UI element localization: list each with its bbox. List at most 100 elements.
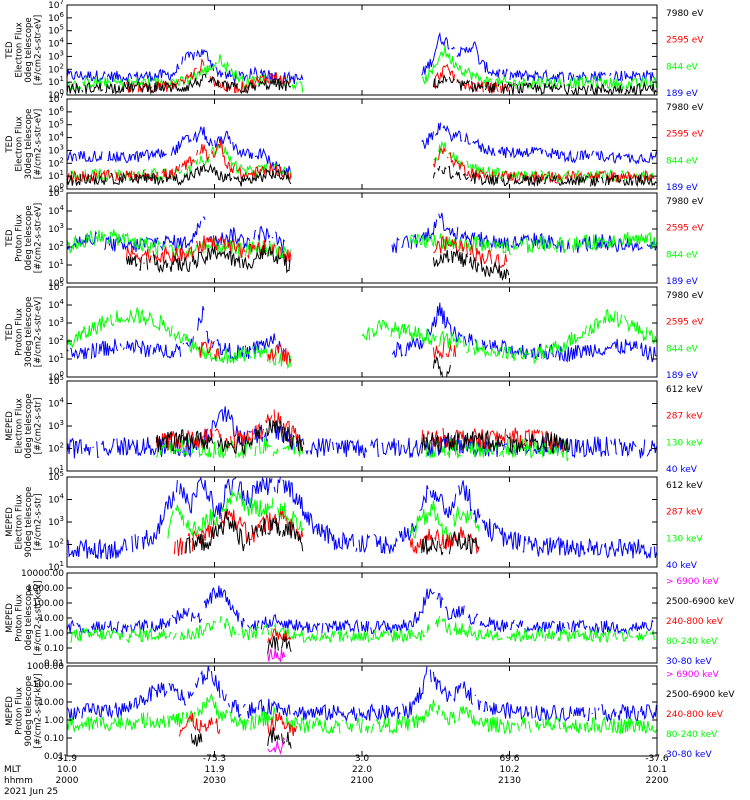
y-axis-label: [#/cm2-s-str-eV]: [34, 203, 44, 273]
series-green-line: [67, 306, 657, 370]
series-black-line: [155, 418, 569, 455]
series-red-line: [198, 340, 457, 365]
y-tick-exponent: 3: [60, 143, 64, 151]
y-tick-exponent: 2: [60, 156, 64, 164]
legend-entry: 240-800 keV: [666, 617, 724, 627]
y-axis-label: 0deg telescope: [24, 585, 34, 650]
y-tick-label: 104: [48, 204, 64, 217]
x-tick-label: -75.3: [203, 754, 226, 764]
series-group: [67, 666, 657, 755]
panel-frame: [66, 572, 658, 664]
y-tick-label: 103: [48, 222, 64, 235]
x-tick-label: 2030: [203, 776, 226, 786]
y-axis-label: 90deg telescope: [24, 487, 34, 558]
y-tick-exponent: 0: [60, 88, 64, 96]
y-axis-label: 30deg telescope: [24, 109, 34, 180]
x-tick-label: -37.6: [645, 754, 669, 764]
series-group: [67, 31, 657, 95]
y-axis-label: Electron Flux: [15, 398, 25, 453]
y-tick-exponent: 5: [60, 470, 64, 478]
legend-entry: 30-80 keV: [666, 750, 712, 760]
y-axis-label: [#/cm2-s-str]: [34, 494, 44, 551]
y-tick-exponent: 3: [60, 222, 64, 230]
y-tick-label: 104: [48, 37, 64, 50]
legend-entry: 2500-6900 keV: [666, 597, 735, 607]
legend-entry: 7980 eV: [666, 197, 704, 207]
legend-entry: 2595 eV: [666, 318, 704, 328]
legend-entry: 80-240 keV: [666, 730, 718, 740]
x-tick-label: 22.0: [352, 765, 372, 775]
legend-entry: 80-240 keV: [666, 637, 718, 647]
y-tick-label: 0.01: [44, 752, 64, 762]
y-tick-label: 1000.00: [27, 584, 64, 594]
y-tick-label: 106: [48, 11, 64, 24]
y-tick-exponent: 4: [60, 298, 65, 306]
series-blue-line: [67, 302, 657, 363]
y-tick-label: 105: [48, 24, 64, 37]
y-tick-label: 0.10: [44, 734, 64, 744]
y-axis-label: Proton Flux: [15, 687, 25, 735]
legend-entry: > 6900 keV: [666, 670, 720, 680]
y-axis-label: MEPED: [5, 696, 15, 726]
y-tick-label: 106: [48, 105, 64, 118]
x-tick-label: 2100: [351, 776, 374, 786]
y-tick-label: 10.00: [38, 614, 64, 624]
legend-entry: 189 eV: [666, 277, 699, 287]
series-blue-line: [67, 666, 657, 723]
y-tick-exponent: 5: [60, 186, 64, 194]
y-axis-label: MEPED: [5, 507, 15, 537]
legend-entry: 844 eV: [666, 250, 699, 260]
y-axis-label: [#/cm2-s-str-eV]: [34, 109, 44, 179]
x-row-label-mlt: MLT: [4, 765, 22, 775]
legend-entry: 612 keV: [666, 385, 703, 395]
y-tick-label: 100.00: [33, 599, 65, 609]
y-tick-label: 105: [48, 118, 64, 131]
series-group: [67, 212, 657, 281]
y-tick-label: 103: [48, 143, 64, 156]
panel-frame: [66, 192, 658, 284]
y-tick-label: 102: [48, 442, 64, 455]
y-tick-label: 101: [48, 352, 64, 365]
y-tick-exponent: 3: [60, 49, 64, 57]
legend-entry: 2595 eV: [666, 36, 704, 46]
x-tick-label: 10.0: [57, 765, 77, 775]
legend-entry: > 6900 keV: [666, 577, 720, 587]
y-tick-label: 104: [48, 131, 64, 144]
y-tick-exponent: 7: [60, 92, 64, 100]
y-tick-label: 0.10: [44, 644, 64, 654]
y-tick-label: 1.00: [44, 716, 64, 726]
y-tick-label: 103: [48, 515, 64, 528]
y-tick-label: 10.00: [38, 698, 64, 708]
series-black-line: [190, 727, 292, 749]
y-tick-exponent: 6: [60, 11, 65, 19]
y-tick-exponent: 2: [60, 240, 64, 248]
legend-entry: 287 keV: [666, 412, 703, 422]
date-label: 2021 Jun 25: [4, 787, 58, 797]
legend-entry: 189 eV: [666, 89, 699, 99]
x-tick-label: 31.9: [57, 754, 77, 764]
panel-frame: [66, 665, 658, 757]
legend-entry: 7980 eV: [666, 9, 704, 19]
series-red-line: [267, 628, 292, 643]
y-tick-exponent: 4: [60, 204, 65, 212]
x-tick-label: 10.1: [647, 765, 667, 775]
legend-entry: 7980 eV: [666, 291, 704, 301]
panel-frame: [66, 380, 658, 472]
x-tick-label: 2000: [56, 776, 79, 786]
y-axis-label: 0deg telescope: [24, 205, 34, 270]
y-tick-label: 104: [48, 298, 64, 311]
y-tick-label: 1000.00: [27, 662, 64, 672]
y-tick-label: 104: [48, 493, 64, 506]
y-tick-exponent: 1: [60, 560, 64, 568]
legend-entry: 2500-6900 keV: [666, 690, 735, 700]
y-axis-label: 30deg telescope: [24, 297, 34, 368]
y-tick-exponent: 1: [60, 169, 64, 177]
legend-entry: 40 keV: [666, 465, 698, 475]
